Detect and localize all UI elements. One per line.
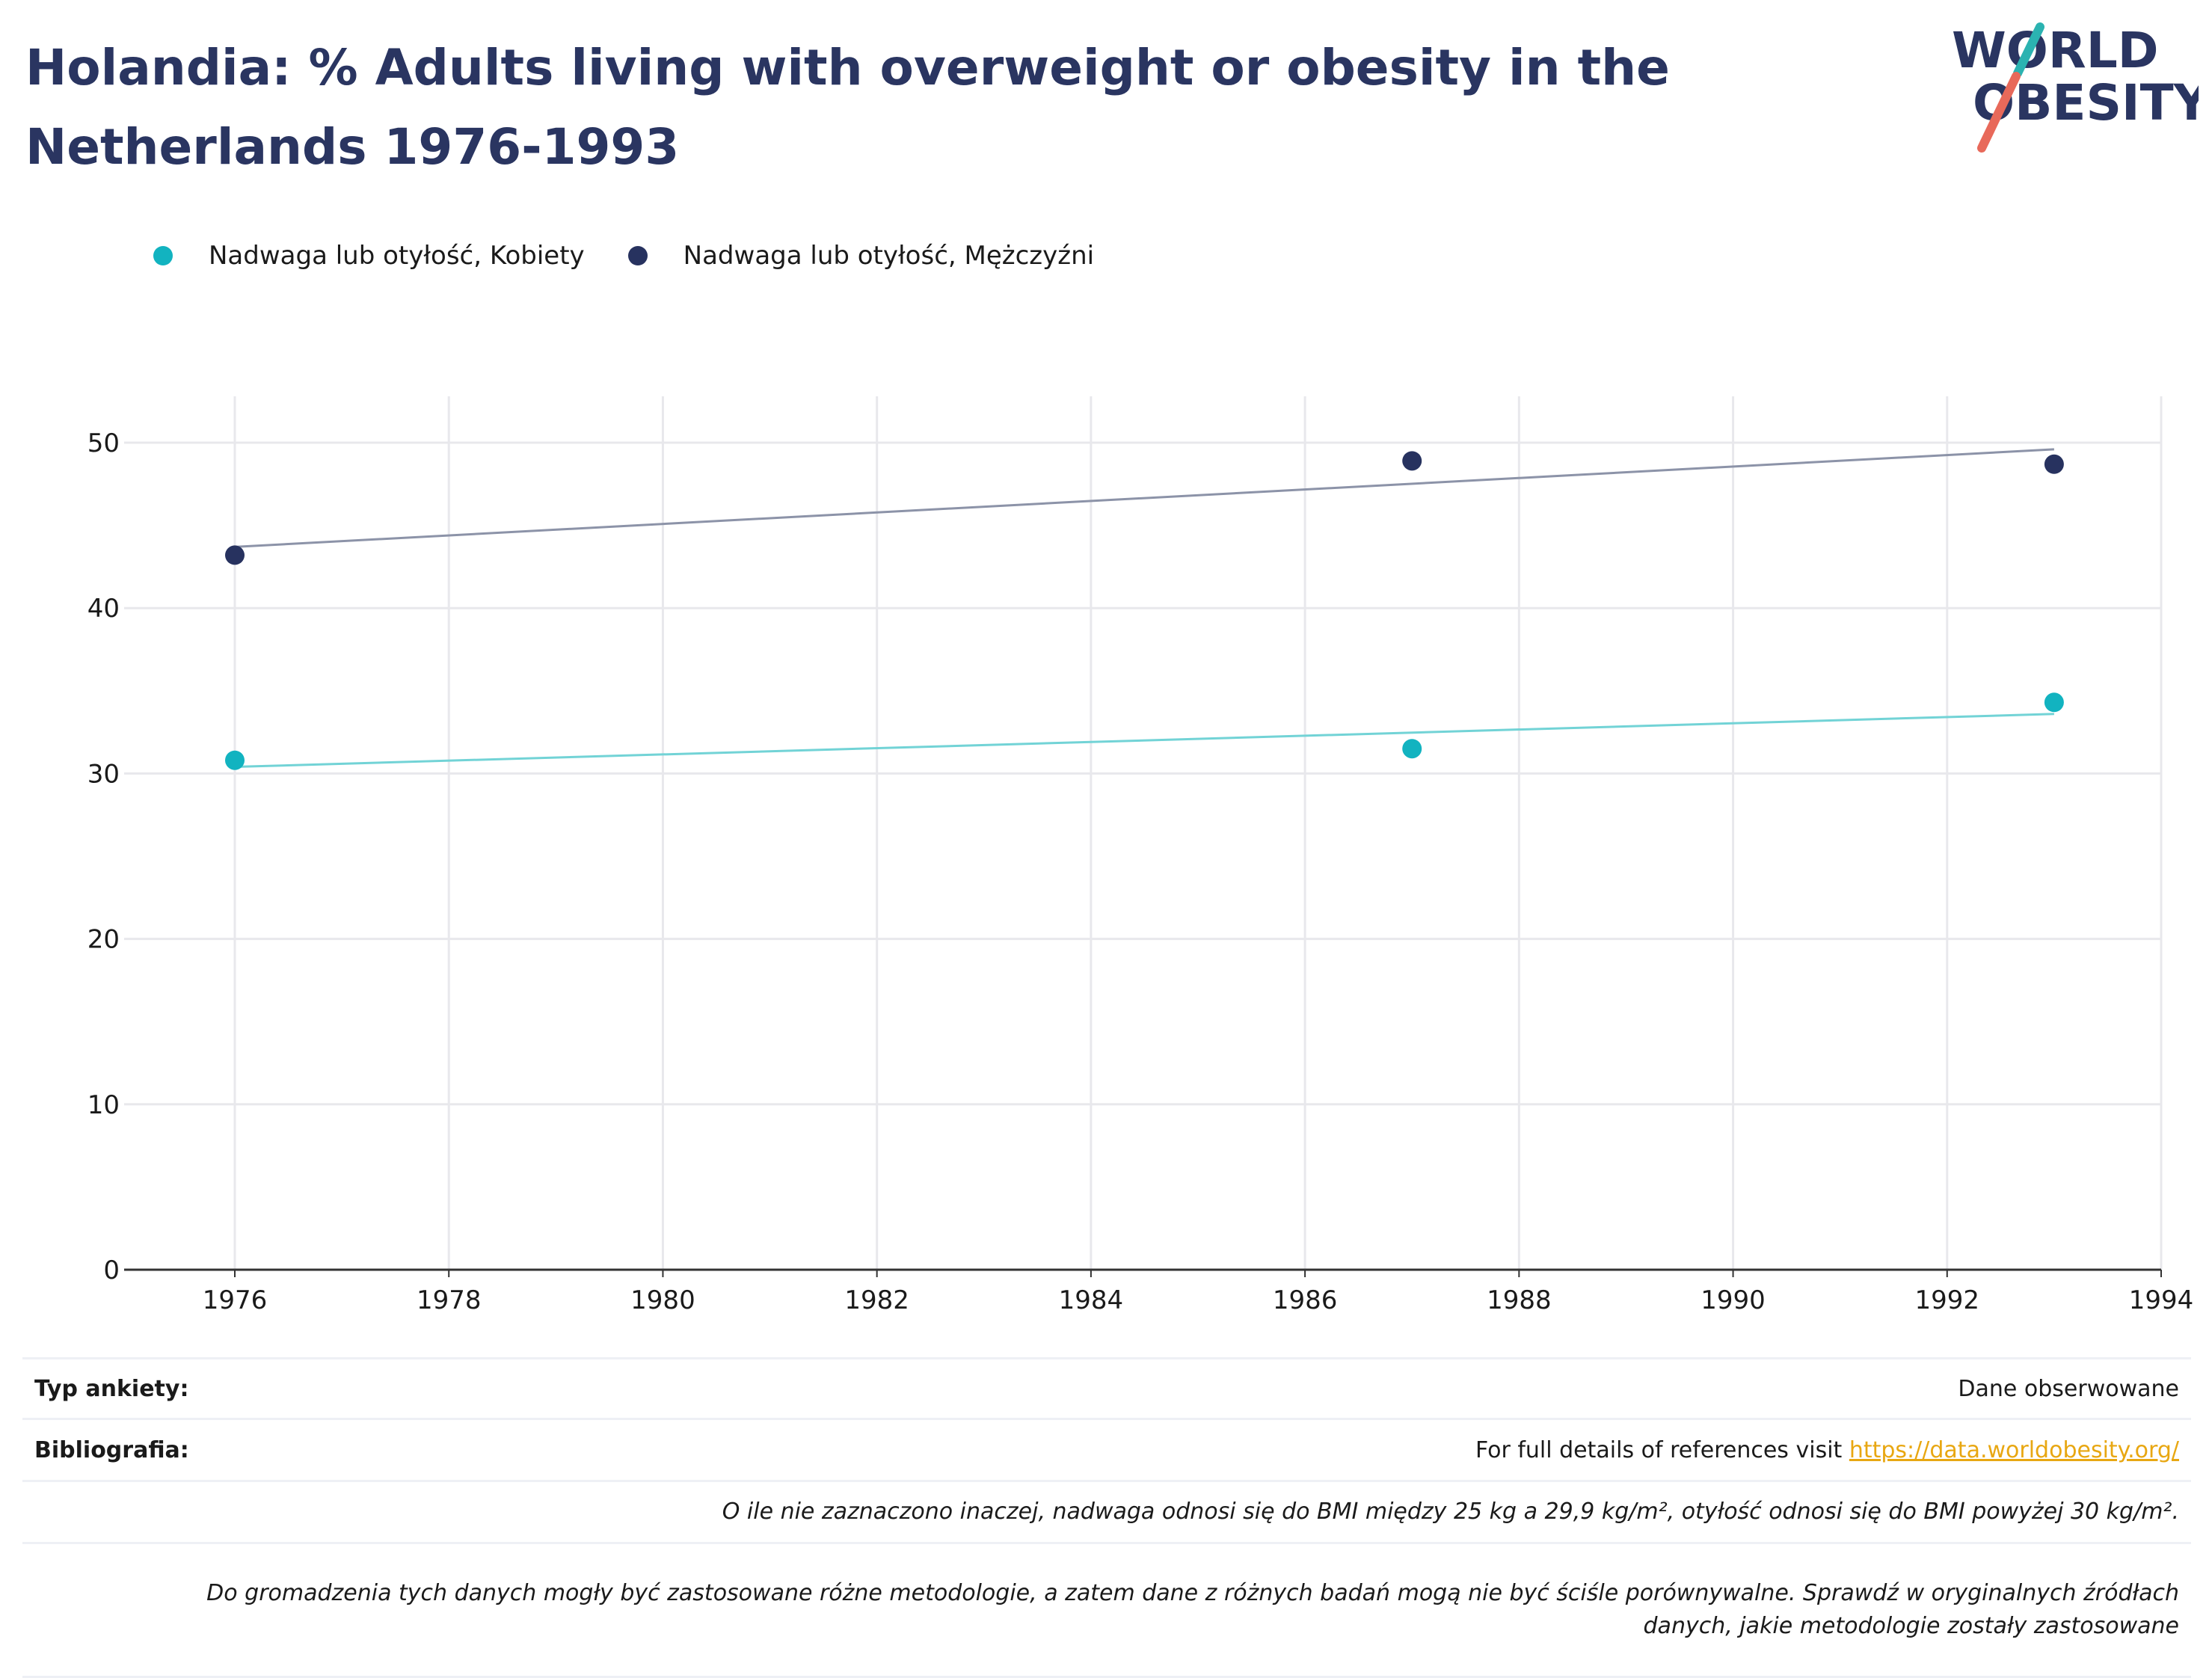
- trendline-women: [234, 713, 2054, 769]
- world-obesity-logo: WORLD OBESITY: [1952, 22, 2199, 153]
- x-tick-label-1988: 1988: [1487, 1285, 1552, 1315]
- info-row-methodology: Do gromadzenia tych danych mogły być zas…: [22, 1542, 2191, 1676]
- x-tick-label-1986: 1986: [1273, 1285, 1338, 1315]
- x-tick-label-1984: 1984: [1059, 1285, 1124, 1315]
- legend-swatch-women: [153, 246, 173, 265]
- point-men-1976: [225, 545, 245, 565]
- y-tick-label-0: 0: [103, 1256, 120, 1285]
- y-tick-label-50: 50: [87, 428, 120, 458]
- logo-word-world: WORLD: [1952, 22, 2159, 79]
- y-tick-label-40: 40: [87, 594, 120, 624]
- legend-item-men[interactable]: Nadwaga lub otyłość, Mężczyźni: [627, 241, 1095, 271]
- x-tick-label-1990: 1990: [1701, 1285, 1766, 1315]
- legend: Nadwaga lub otyłość, Kobiety Nadwaga lub…: [153, 241, 1137, 271]
- point-women-1976: [225, 750, 245, 770]
- info-table: Typ ankiety: Dane obserwowane Bibliograf…: [22, 1357, 2191, 1678]
- x-tick-label-1994: 1994: [2129, 1285, 2194, 1315]
- x-tick-label-1976: 1976: [203, 1285, 268, 1315]
- y-tick-label-30: 30: [87, 759, 120, 789]
- info-row-bibliography: Bibliografia: For full details of refere…: [22, 1418, 2191, 1480]
- chart-title: Holandia: % Adults living with overweigh…: [25, 39, 1670, 176]
- bibliography-value: For full details of references visit htt…: [1475, 1437, 2179, 1463]
- info-row-survey: Typ ankiety: Dane obserwowane: [22, 1357, 2191, 1418]
- legend-label-women: Nadwaga lub otyłość, Kobiety: [209, 241, 585, 271]
- info-row-definition: O ile nie zaznaczono inaczej, nadwaga od…: [22, 1480, 2191, 1542]
- point-women-1987: [1402, 739, 1422, 759]
- point-men-1993: [2044, 454, 2064, 474]
- logo-slash-top: [2013, 22, 2044, 78]
- point-women-1993: [2044, 692, 2064, 713]
- bibliography-link[interactable]: https://data.worldobesity.org/: [1849, 1436, 2179, 1463]
- x-tick-label-1978: 1978: [417, 1285, 482, 1315]
- bibliography-label: Bibliografia:: [34, 1436, 189, 1463]
- logo-slash-bottom: [1977, 72, 2021, 153]
- y-tick-label-10: 10: [87, 1090, 120, 1120]
- legend-swatch-men: [627, 246, 648, 265]
- survey-type-value: Dane obserwowane: [1958, 1375, 2179, 1402]
- x-tick-label-1982: 1982: [844, 1285, 909, 1315]
- scatter-chart: 0 10 20 30 40 50 1976 1978 1980 1982 1984 1986 1988 1…: [87, 396, 2194, 1315]
- point-men-1987: [1402, 451, 1422, 471]
- legend-label-men: Nadwaga lub otyłość, Mężczyźni: [683, 241, 1095, 271]
- bmi-definition-note: O ile nie zaznaczono inaczej, nadwaga od…: [722, 1499, 2179, 1525]
- legend-item-women[interactable]: Nadwaga lub otyłość, Kobiety: [153, 241, 585, 271]
- survey-type-label: Typ ankiety:: [34, 1375, 189, 1402]
- bibliography-text: For full details of references visit: [1475, 1436, 1849, 1463]
- x-tick-label-1992: 1992: [1915, 1285, 1980, 1315]
- methodology-note: Do gromadzenia tych danych mogły być zas…: [206, 1580, 2179, 1639]
- trendline-men: [234, 448, 2054, 548]
- x-tick-label-1980: 1980: [630, 1285, 695, 1315]
- y-tick-label-20: 20: [87, 925, 120, 955]
